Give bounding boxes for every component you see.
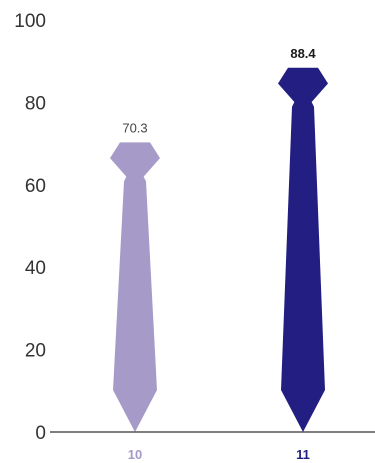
x-axis: 10 11 [128, 447, 310, 462]
y-tick-label: 20 [25, 341, 46, 362]
tie-bar-10 [113, 169, 157, 432]
x-tick-label-11: 11 [296, 447, 310, 462]
tie-knot-10 [110, 142, 160, 178]
y-axis: 0 20 40 60 80 100 [14, 11, 46, 444]
y-tick-label: 60 [25, 176, 46, 197]
y-tick-label: 100 [14, 11, 46, 32]
y-tick-label: 40 [25, 258, 46, 279]
tie-bar-11 [281, 94, 325, 433]
y-tick-label: 0 [35, 423, 46, 444]
tie-knot-11 [278, 67, 328, 103]
y-tick-label: 80 [25, 93, 46, 114]
data-label-11: 88.4 [290, 46, 316, 61]
data-label-10: 70.3 [122, 120, 147, 135]
x-tick-label-10: 10 [128, 447, 142, 462]
data-labels: 70.3 88.4 [122, 46, 316, 136]
bars [110, 67, 328, 433]
